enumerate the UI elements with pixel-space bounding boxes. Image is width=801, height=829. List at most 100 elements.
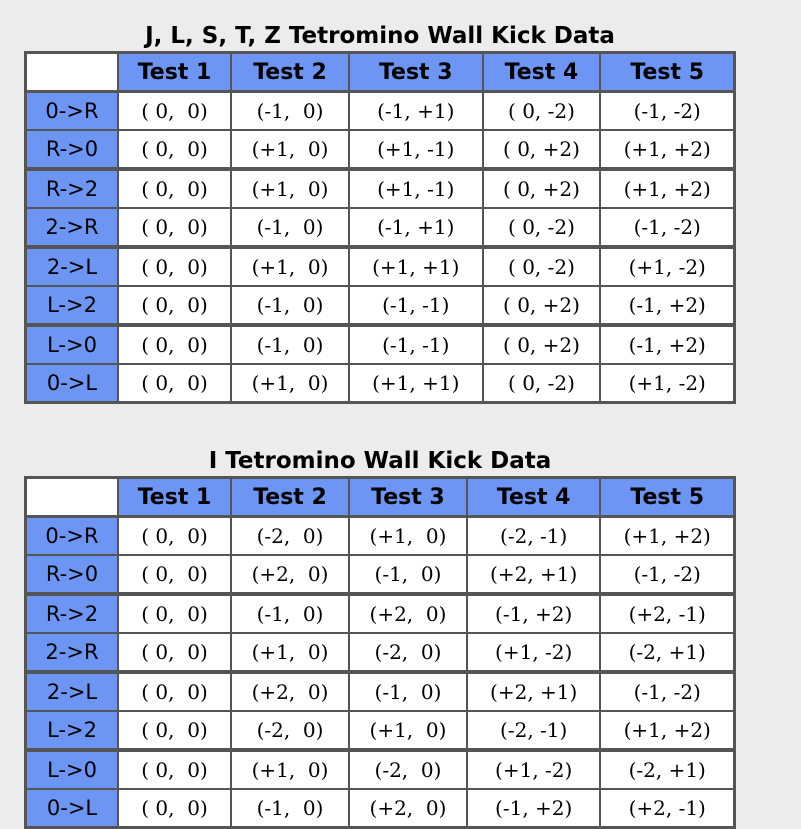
column-header: Test 5	[600, 478, 734, 517]
kick-cell: ( 0, -2)	[482, 208, 601, 246]
kick-cell: ( 0, -2)	[482, 364, 601, 402]
kick-cell: ( 0, 0)	[118, 208, 232, 246]
kick-cell: (+1, 0)	[348, 517, 467, 555]
kick-cell: (-1, 0)	[348, 671, 467, 711]
table-row: L->2 ( 0, 0) (-1, 0) (-1, -1) ( 0, +2) (…	[26, 286, 734, 324]
kick-cell: (-2, 0)	[231, 517, 349, 555]
kick-cell: ( 0, +2)	[482, 324, 601, 364]
kick-cell: (-1, 0)	[231, 324, 349, 364]
header-row: Test 1 Test 2 Test 3 Test 4 Test 5	[26, 53, 734, 92]
kick-cell: (+1, -2)	[466, 749, 601, 789]
i-table-caption: I Tetromino Wall Kick Data	[208, 448, 552, 474]
rotation-label: 2->R	[26, 208, 118, 246]
table-row: R->0 ( 0, 0) (+2, 0) (-1, 0) (+2, +1) (-…	[26, 555, 734, 593]
kick-cell: (+1, 0)	[231, 130, 349, 168]
rotation-label: L->2	[26, 286, 118, 324]
kick-cell: (-1, +2)	[466, 593, 601, 633]
kick-cell: ( 0, 0)	[118, 749, 232, 789]
kick-cell: (-1, +2)	[600, 286, 734, 324]
kick-cell: (-2, -1)	[466, 711, 601, 749]
kick-cell: (-2, 0)	[348, 749, 467, 789]
table-row: R->2 ( 0, 0) (-1, 0) (+2, 0) (-1, +2) (+…	[26, 593, 734, 633]
column-header: Test 1	[118, 53, 232, 92]
kick-cell: (-1, -2)	[600, 555, 734, 593]
rotation-label: 0->L	[26, 364, 118, 402]
rotation-label: R->2	[26, 593, 118, 633]
kick-cell: ( 0, 0)	[118, 593, 232, 633]
kick-cell: (+1, +2)	[600, 711, 734, 749]
column-header: Test 2	[231, 53, 349, 92]
kick-cell: ( 0, 0)	[118, 711, 232, 749]
kick-cell: ( 0, 0)	[118, 789, 232, 827]
jlstz-table-caption: J, L, S, T, Z Tetromino Wall Kick Data	[145, 23, 615, 49]
kick-cell: (+1, -2)	[466, 633, 601, 671]
kick-cell: (+1, +2)	[600, 517, 734, 555]
table-row: 2->R ( 0, 0) (+1, 0) (-2, 0) (+1, -2) (-…	[26, 633, 734, 671]
kick-cell: (-1, 0)	[231, 208, 349, 246]
kick-cell: (-2, 0)	[231, 711, 349, 749]
kick-cell: ( 0, 0)	[118, 517, 232, 555]
kick-cell: (+2, -1)	[600, 789, 734, 827]
kick-cell: (-2, +1)	[600, 749, 734, 789]
table-row: 2->R ( 0, 0) (-1, 0) (-1, +1) ( 0, -2) (…	[26, 208, 734, 246]
kick-cell: (-1, +2)	[600, 324, 734, 364]
rotation-label: L->0	[26, 324, 118, 364]
rotation-label: L->2	[26, 711, 118, 749]
kick-cell: (-1, 0)	[231, 593, 349, 633]
table-row: R->2 ( 0, 0) (+1, 0) (+1, -1) ( 0, +2) (…	[26, 168, 734, 208]
kick-cell: (+1, +2)	[600, 130, 734, 168]
kick-cell: (+1, 0)	[231, 633, 349, 671]
kick-cell: ( 0, 0)	[118, 633, 232, 671]
rotation-label: 0->L	[26, 789, 118, 827]
rotation-label: R->0	[26, 555, 118, 593]
table-row: L->0 ( 0, 0) (+1, 0) (-2, 0) (+1, -2) (-…	[26, 749, 734, 789]
corner-cell	[26, 478, 118, 517]
kick-cell: (+2, 0)	[348, 593, 467, 633]
kick-cell: (-1, +1)	[348, 92, 483, 130]
kick-cell: ( 0, 0)	[118, 324, 232, 364]
kick-cell: ( 0, 0)	[118, 92, 232, 130]
kick-cell: (+1, +1)	[348, 246, 483, 286]
table-row: 2->L ( 0, 0) (+1, 0) (+1, +1) ( 0, -2) (…	[26, 246, 734, 286]
kick-cell: ( 0, 0)	[118, 286, 232, 324]
table-row: L->2 ( 0, 0) (-2, 0) (+1, 0) (-2, -1) (+…	[26, 711, 734, 749]
kick-cell: (-1, -1)	[348, 324, 483, 364]
column-header: Test 1	[118, 478, 232, 517]
kick-cell: (+2, 0)	[348, 789, 467, 827]
kick-cell: (+1, +2)	[600, 168, 734, 208]
kick-cell: (+1, 0)	[348, 711, 467, 749]
rotation-label: 2->L	[26, 246, 118, 286]
kick-cell: (+1, 0)	[231, 364, 349, 402]
rotation-label: 0->R	[26, 92, 118, 130]
kick-cell: (+1, -2)	[600, 246, 734, 286]
rotation-label: 2->R	[26, 633, 118, 671]
kick-cell: (+1, -1)	[348, 130, 483, 168]
kick-cell: (-1, -1)	[348, 286, 483, 324]
column-header: Test 3	[348, 478, 467, 517]
rotation-label: 0->R	[26, 517, 118, 555]
table-row: 0->L ( 0, 0) (+1, 0) (+1, +1) ( 0, -2) (…	[26, 364, 734, 402]
column-header: Test 4	[482, 53, 601, 92]
kick-cell: (+2, 0)	[231, 671, 349, 711]
jlstz-wall-kick-table: Test 1 Test 2 Test 3 Test 4 Test 5 0->R …	[24, 51, 736, 404]
column-header: Test 4	[466, 478, 601, 517]
table-row: R->0 ( 0, 0) (+1, 0) (+1, -1) ( 0, +2) (…	[26, 130, 734, 168]
kick-cell: (-2, 0)	[348, 633, 467, 671]
header-row: Test 1 Test 2 Test 3 Test 4 Test 5	[26, 478, 734, 517]
kick-cell: (-2, -1)	[466, 517, 601, 555]
kick-cell: ( 0, 0)	[118, 130, 232, 168]
table-row: L->0 ( 0, 0) (-1, 0) (-1, -1) ( 0, +2) (…	[26, 324, 734, 364]
table-row: 2->L ( 0, 0) (+2, 0) (-1, 0) (+2, +1) (-…	[26, 671, 734, 711]
kick-cell: ( 0, 0)	[118, 246, 232, 286]
corner-cell	[26, 53, 118, 92]
table-row: 0->R ( 0, 0) (-1, 0) (-1, +1) ( 0, -2) (…	[26, 92, 734, 130]
kick-cell: (-1, 0)	[231, 286, 349, 324]
column-header: Test 2	[231, 478, 349, 517]
kick-cell: ( 0, +2)	[482, 168, 601, 208]
kick-cell: ( 0, 0)	[118, 168, 232, 208]
rotation-label: R->2	[26, 168, 118, 208]
kick-cell: (+1, -1)	[348, 168, 483, 208]
kick-cell: ( 0, +2)	[482, 286, 601, 324]
kick-cell: ( 0, 0)	[118, 364, 232, 402]
kick-cell: (-1, -2)	[600, 208, 734, 246]
